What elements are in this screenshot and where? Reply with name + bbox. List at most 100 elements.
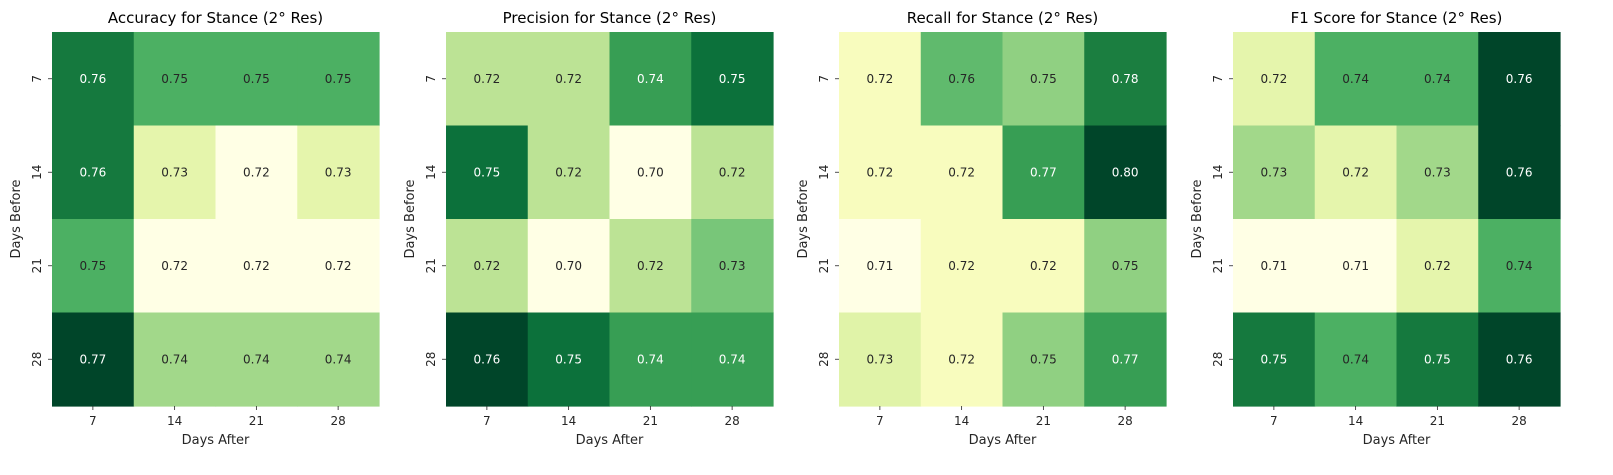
y-tick-label: 21 xyxy=(817,258,831,273)
x-axis-label: Days After xyxy=(182,433,250,448)
heatmap-cell xyxy=(1233,32,1316,127)
cell-value-label: 0.76 xyxy=(80,165,107,179)
heatmap-cell xyxy=(297,219,380,314)
cell-value-label: 0.73 xyxy=(161,165,188,179)
y-tick-label: 14 xyxy=(30,165,44,180)
y-axis-label: Days Before xyxy=(796,179,811,258)
cell-value-label: 0.74 xyxy=(1342,352,1369,366)
cell-value-label: 0.73 xyxy=(325,165,352,179)
heatmap-cell xyxy=(1002,125,1085,220)
heatmap-cell xyxy=(609,32,692,127)
cell-value-label: 0.72 xyxy=(719,165,746,179)
heatmap-cell xyxy=(920,125,1004,220)
heatmap-cell xyxy=(920,219,1004,314)
heatmap-cell xyxy=(527,219,611,314)
cell-value-label: 0.75 xyxy=(80,259,107,273)
y-axis-label: Days Before xyxy=(403,179,418,258)
heatmap-cell xyxy=(527,312,611,407)
heatmap-panel-3: Recall for Stance (2° Res) 0.72 0.76 0.75 0.… xyxy=(796,9,1167,448)
heatmap-cell xyxy=(839,32,922,127)
y-tick-label: 21 xyxy=(30,258,44,273)
y-tick-label: 14 xyxy=(1211,165,1225,180)
y-tick-label: 21 xyxy=(424,258,438,273)
heatmap-cell xyxy=(52,219,135,314)
cell-value-label: 0.75 xyxy=(1261,352,1288,366)
cell-value-label: 0.72 xyxy=(948,259,975,273)
heatmap-cell xyxy=(52,312,135,407)
y-tick-label: 28 xyxy=(817,352,831,367)
cell-value-label: 0.72 xyxy=(1424,259,1451,273)
heatmap-cell xyxy=(1233,125,1316,220)
heatmap-cell xyxy=(1002,32,1085,127)
x-tick-label: 21 xyxy=(643,414,658,428)
heatmap-cell xyxy=(1233,312,1316,407)
cell-value-label: 0.71 xyxy=(1261,259,1288,273)
x-tick-label: 7 xyxy=(483,414,491,428)
heatmap-cell xyxy=(215,312,298,407)
cell-value-label: 0.77 xyxy=(1112,352,1139,366)
x-tick-label: 14 xyxy=(561,414,576,428)
x-tick-label: 21 xyxy=(1430,414,1445,428)
heatmap-cell xyxy=(1002,312,1085,407)
cell-value-label: 0.72 xyxy=(1030,259,1057,273)
x-tick-label: 14 xyxy=(1348,414,1363,428)
y-tick-label: 21 xyxy=(1211,258,1225,273)
cell-value-label: 0.72 xyxy=(243,259,270,273)
cell-value-label: 0.72 xyxy=(555,165,582,179)
heatmap-cell xyxy=(446,312,529,407)
heatmap-cell xyxy=(215,219,298,314)
heatmap-cell xyxy=(839,125,922,220)
cell-value-label: 0.74 xyxy=(637,72,664,86)
y-tick-label: 28 xyxy=(30,352,44,367)
cell-value-label: 0.75 xyxy=(474,165,501,179)
y-tick-label: 28 xyxy=(1211,352,1225,367)
heatmap-cell xyxy=(609,125,692,220)
y-axis-label: Days Before xyxy=(1190,179,1205,258)
heatmap-cell xyxy=(215,125,298,220)
heatmap-cell xyxy=(1314,32,1398,127)
x-axis-label: Days After xyxy=(969,433,1037,448)
cell-value-label: 0.73 xyxy=(1261,165,1288,179)
x-axis-label: Days After xyxy=(576,433,644,448)
cell-value-label: 0.72 xyxy=(948,352,975,366)
heatmap-cell xyxy=(297,125,380,220)
heatmap-cell xyxy=(691,219,774,314)
cell-value-label: 0.74 xyxy=(719,352,746,366)
cell-value-label: 0.72 xyxy=(1261,72,1288,86)
y-tick-label: 7 xyxy=(817,75,831,83)
cell-value-label: 0.72 xyxy=(867,72,894,86)
chart-title: Accuracy for Stance (2° Res) xyxy=(108,9,323,27)
heatmap-cell xyxy=(839,312,922,407)
heatmap-cell xyxy=(527,32,611,127)
x-tick-label: 7 xyxy=(89,414,97,428)
heatmap-cell xyxy=(839,219,922,314)
heatmap-cell xyxy=(609,219,692,314)
cell-value-label: 0.71 xyxy=(867,259,894,273)
cell-value-label: 0.75 xyxy=(325,72,352,86)
x-tick-label: 14 xyxy=(167,414,182,428)
cell-value-label: 0.75 xyxy=(161,72,188,86)
chart-title: F1 Score for Stance (2° Res) xyxy=(1291,9,1503,27)
heatmap-cell xyxy=(215,32,298,127)
cell-value-label: 0.70 xyxy=(637,165,664,179)
heatmap-panel-4: F1 Score for Stance (2° Res) 0.72 0.74 0.74… xyxy=(1190,9,1561,448)
cell-value-label: 0.75 xyxy=(1030,352,1057,366)
cell-value-label: 0.76 xyxy=(1506,72,1533,86)
heatmap-cell xyxy=(1084,312,1167,407)
cell-value-label: 0.80 xyxy=(1112,165,1139,179)
x-axis-label: Days After xyxy=(1363,433,1431,448)
cell-value-label: 0.77 xyxy=(1030,165,1057,179)
heatmap-cell xyxy=(1084,125,1167,220)
heatmap-cell xyxy=(1396,312,1479,407)
heatmap-cell xyxy=(133,219,217,314)
heatmap-cell xyxy=(1396,219,1479,314)
x-tick-label: 7 xyxy=(1270,414,1278,428)
heatmap-cell xyxy=(920,312,1004,407)
y-tick-label: 7 xyxy=(30,75,44,83)
heatmap-cell xyxy=(133,312,217,407)
cell-value-label: 0.70 xyxy=(555,259,582,273)
heatmap-cell xyxy=(920,32,1004,127)
cell-value-label: 0.75 xyxy=(719,72,746,86)
